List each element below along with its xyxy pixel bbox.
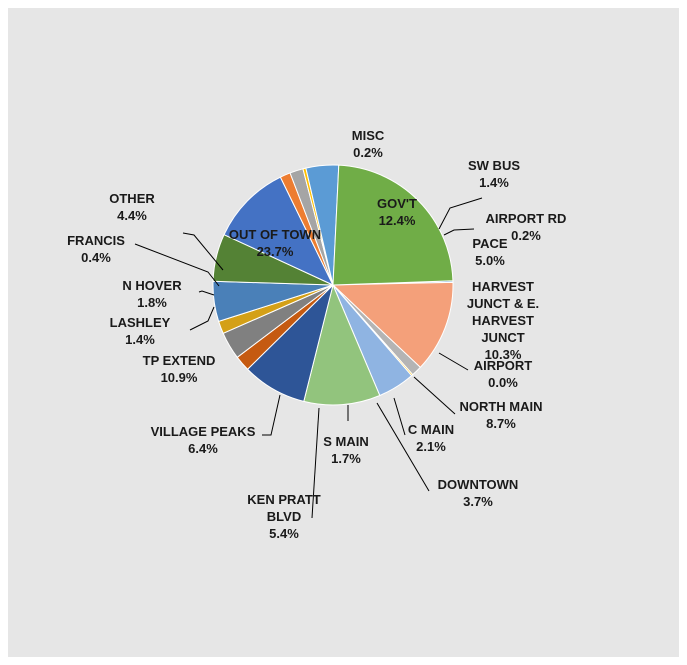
leader-line-ken-pratt-blvd xyxy=(311,407,320,519)
slice-label-harvest-junct-e-harvest-junct: HARVEST JUNCT & E. HARVEST JUNCT 10.3% xyxy=(467,279,539,362)
leader-line-airport-rd xyxy=(443,228,475,236)
pie-slice-gov-t xyxy=(331,281,454,369)
slice-labels: MISC 0.2% GOV'T 12.4% SW BUS 1.4% AIRPORT RD 0.… xyxy=(67,128,566,541)
slice-label-s-main: S MAIN 1.7% xyxy=(323,434,369,466)
slice-label-airport-rd: AIRPORT RD 0.2% xyxy=(486,211,567,243)
pie-chart: MISC 0.2% GOV'T 12.4% SW BUS 1.4% AIRPORT RD 0.… xyxy=(67,128,566,541)
leader-line-downtown xyxy=(376,402,430,492)
leader-line-other xyxy=(182,232,224,271)
slice-label-airport: AIRPORT 0.0% xyxy=(474,358,533,390)
slice-label-misc: MISC 0.2% xyxy=(352,128,385,160)
slice-label-n-hover: N HOVER 1.8% xyxy=(122,278,182,310)
leader-lines xyxy=(134,197,483,519)
pie-slices xyxy=(212,164,454,406)
leader-line-airport xyxy=(438,352,469,371)
slice-label-north-main: NORTH MAIN 8.7% xyxy=(459,399,542,431)
slice-label-village-peaks: VILLAGE PEAKS 6.4% xyxy=(151,424,256,456)
chart-area: MISC 0.2% GOV'T 12.4% SW BUS 1.4% AIRPORT RD 0.… xyxy=(8,8,679,657)
pie-slice-harvest-junct-e-harvest-junct xyxy=(303,283,381,406)
slice-label-tp-extend: TP EXTEND 10.9% xyxy=(143,353,216,385)
pie-slice-tp-extend xyxy=(223,176,335,287)
leader-line-sw-bus xyxy=(438,197,483,230)
slice-label-pace: PACE 5.0% xyxy=(472,236,507,268)
leader-line-north-main xyxy=(413,376,456,415)
pie-slice-out-of-town xyxy=(332,164,454,286)
leader-line-n-hover xyxy=(198,290,215,296)
leader-line-francis xyxy=(134,243,220,287)
slice-label-out-of-town: OUT OF TOWN 23.7% xyxy=(229,227,321,259)
leader-line-c-main xyxy=(393,397,406,436)
slice-label-lashley: LASHLEY 1.4% xyxy=(110,315,171,347)
leader-line-lashley xyxy=(189,306,215,331)
slice-label-francis: FRANCIS 0.4% xyxy=(67,233,125,265)
slice-label-c-main: C MAIN 2.1% xyxy=(408,422,454,454)
slice-label-downtown: DOWNTOWN 3.7% xyxy=(438,477,519,509)
slice-label-sw-bus: SW BUS 1.4% xyxy=(468,158,520,190)
slice-label-gov-t: GOV'T 12.4% xyxy=(377,196,417,228)
slice-label-other: OTHER 4.4% xyxy=(109,191,155,223)
leader-line-village-peaks xyxy=(262,394,281,436)
slice-label-ken-pratt-blvd: KEN PRATT BLVD 5.4% xyxy=(247,492,320,541)
